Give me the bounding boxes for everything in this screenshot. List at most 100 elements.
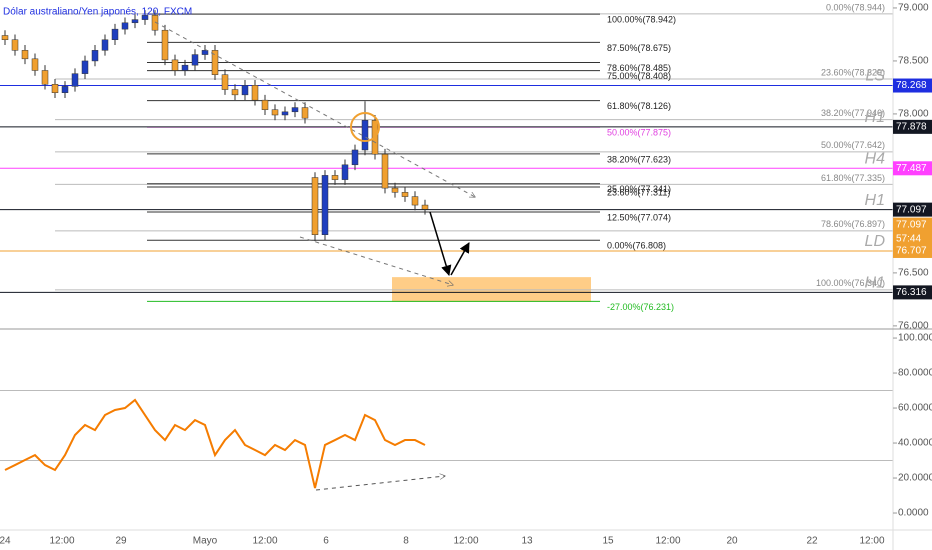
- x-tick-label: 12:00: [859, 536, 884, 547]
- candle-body: [161, 29, 169, 61]
- level-tag: LD: [865, 233, 886, 250]
- fib-label: 100.00%(76.340): [816, 278, 885, 288]
- fib-label: 78.60%(76.897): [821, 219, 885, 229]
- price-badge: [893, 78, 932, 93]
- fib-label: 38.20%(77.946): [821, 108, 885, 118]
- y-tick-label: 78.000: [898, 109, 929, 120]
- candle-body: [301, 107, 309, 119]
- candle-body: [141, 15, 149, 20]
- fib-label: 78.60%(78.485): [607, 63, 671, 73]
- x-tick-label: 12:00: [49, 536, 74, 547]
- countdown: 57:44: [896, 233, 921, 244]
- y-tick-label: 60.0000: [898, 403, 932, 414]
- x-tick-label: 6: [323, 536, 329, 547]
- y-tick-label: 40.0000: [898, 438, 932, 449]
- trend-line: [154, 21, 475, 197]
- candle-body: [251, 85, 259, 101]
- chart-title: Dólar australiano/Yen japonés, 120, FXCM: [3, 7, 192, 18]
- price-badge-label: 78.268: [896, 80, 927, 91]
- highlight-circle: [350, 112, 380, 142]
- y-tick-label: 20.0000: [898, 473, 932, 484]
- y-tick-label: 76.500: [898, 268, 929, 279]
- last-price-label: 77.097: [896, 219, 927, 230]
- x-tick-label: 13: [521, 536, 533, 547]
- candle-body: [391, 187, 399, 193]
- x-tick-label: 12:00: [252, 536, 277, 547]
- price-badge: [893, 202, 932, 217]
- x-tick-label: 22: [806, 536, 818, 547]
- rsi-divergence-line: [315, 476, 445, 491]
- arrow: [429, 211, 452, 277]
- candle-body: [401, 192, 409, 197]
- price-badge-label: 77.097: [896, 204, 927, 215]
- fib-label: 0.00%(78.944): [826, 2, 885, 12]
- candle-body: [421, 204, 429, 210]
- candle-body: [91, 50, 99, 62]
- candle-body: [171, 59, 179, 71]
- y-tick-label: 79.000: [898, 3, 929, 14]
- candle-body: [241, 85, 249, 96]
- candle-body: [41, 70, 49, 85]
- x-tick-label: 15: [602, 536, 614, 547]
- y-tick-label: 100.0000: [898, 333, 932, 344]
- candle-body: [1, 35, 9, 40]
- fib-label: 87.50%(78.675): [607, 43, 671, 53]
- candle-body: [51, 84, 59, 93]
- candle-body: [151, 15, 159, 31]
- level-tag: H1: [865, 109, 885, 126]
- candle-body: [231, 89, 239, 96]
- fib-label: 12.50%(77.074): [607, 212, 671, 222]
- x-tick-label: 12:00: [655, 536, 680, 547]
- candle-body: [211, 50, 219, 75]
- fib-label: -27.00%(76.231): [607, 302, 674, 312]
- candle-body: [361, 120, 369, 151]
- candle-body: [31, 58, 39, 71]
- x-tick-label: 12:00: [453, 536, 478, 547]
- x-tick-label: 20: [726, 536, 738, 547]
- y-tick-label: 0.0000: [898, 508, 929, 519]
- x-tick-label: 24: [0, 536, 11, 547]
- price-badge: [893, 285, 932, 300]
- candle-body: [381, 153, 389, 189]
- fib-label: 23.60%(78.329): [821, 67, 885, 77]
- x-tick-label: 8: [403, 536, 409, 547]
- candle-body: [281, 111, 289, 116]
- x-tick-label: Mayo: [193, 536, 218, 547]
- rsi-line: [4, 398, 426, 489]
- fib-label: 38.20%(77.623): [607, 154, 671, 164]
- trend-line: [299, 236, 453, 285]
- candle-body: [221, 74, 229, 90]
- fib-label: 25.00%(77.341): [607, 184, 671, 194]
- candle-body: [121, 22, 129, 30]
- y-tick-label: 78.500: [898, 56, 929, 67]
- candle-body: [341, 164, 349, 180]
- level-tag: LS: [865, 68, 885, 85]
- fib-label: 75.00%(78.408): [607, 71, 671, 81]
- candle-body: [411, 196, 419, 206]
- level-tag: H1: [865, 275, 885, 292]
- y-tick-label: 80.0000: [898, 368, 932, 379]
- candle-body: [311, 177, 319, 235]
- last-price-badge: [893, 217, 932, 246]
- candle-body: [71, 73, 79, 87]
- candle-body: [291, 107, 299, 113]
- candle-body: [331, 175, 339, 180]
- candle-body: [81, 60, 89, 74]
- candle-body: [201, 50, 209, 55]
- candle-body: [21, 50, 29, 60]
- price-badge-label: 77.878: [896, 121, 927, 132]
- candle-body: [61, 86, 69, 93]
- fib-label: 100.00%(78.942): [607, 14, 676, 24]
- x-tick-label: 29: [115, 536, 127, 547]
- candle-body: [111, 28, 119, 40]
- candle-body: [191, 54, 199, 66]
- fib-label: 23.60%(77.311): [607, 187, 670, 197]
- candle-body: [11, 39, 19, 51]
- fib-label: 61.80%(77.335): [821, 173, 885, 183]
- candle-body: [271, 109, 279, 116]
- price-badge-label: 76.316: [896, 287, 927, 298]
- level-tag: H1: [865, 192, 885, 209]
- candle-body: [131, 19, 139, 24]
- price-badge: [893, 243, 932, 258]
